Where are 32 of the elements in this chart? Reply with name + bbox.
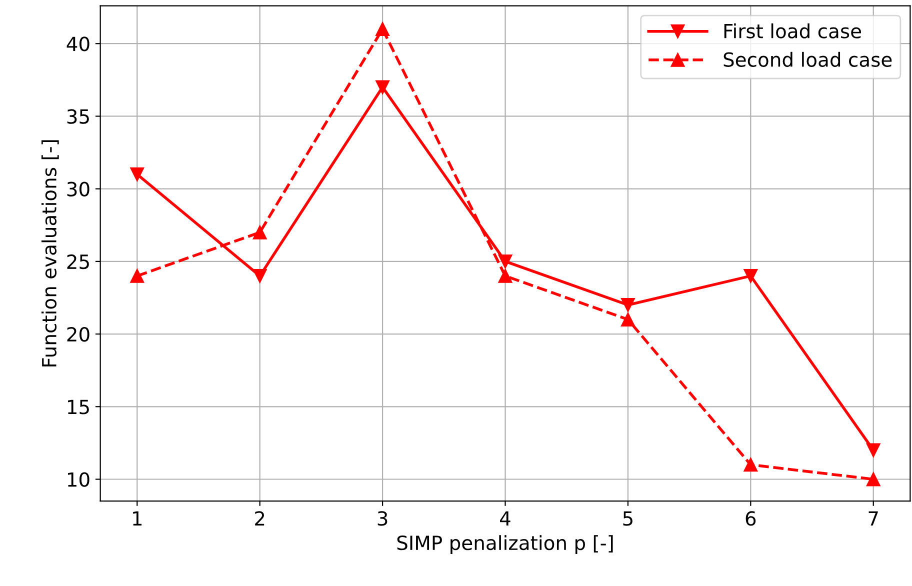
point [866, 472, 880, 486]
y-tick-label: 40 [66, 36, 90, 52]
point [744, 458, 758, 472]
y-tick-label: 35 [67, 109, 89, 124]
point [866, 443, 880, 458]
point [621, 298, 635, 312]
point [621, 312, 635, 326]
point [498, 254, 512, 268]
x-tick-label: 2 [255, 511, 264, 526]
x-tick-label: 7 [868, 511, 878, 526]
y-axis-title: Function evaluations [-] [41, 140, 59, 366]
point [376, 22, 390, 36]
x-axis-title: SIMP penalization p [-] [397, 535, 613, 554]
x-tick-label: 1 [133, 511, 142, 526]
point [252, 225, 267, 240]
x-tick-label: 5 [623, 511, 632, 526]
legend-label: Second load case [724, 52, 892, 67]
point [252, 269, 267, 283]
y-tick-label: 15 [68, 400, 89, 414]
x-tick-label: 4 [500, 511, 510, 526]
x-tick-label: 6 [746, 511, 756, 526]
point [744, 269, 758, 283]
point [376, 80, 390, 94]
y-tick-label: 30 [67, 182, 90, 196]
legend-label: First load case [724, 23, 861, 38]
x-tick-label: 3 [378, 511, 388, 526]
y-tick-label: 10 [68, 472, 90, 487]
point [498, 269, 512, 283]
point [130, 269, 144, 283]
y-tick-label: 25 [67, 254, 89, 270]
y-tick-label: 20 [67, 326, 90, 342]
point [130, 167, 144, 182]
